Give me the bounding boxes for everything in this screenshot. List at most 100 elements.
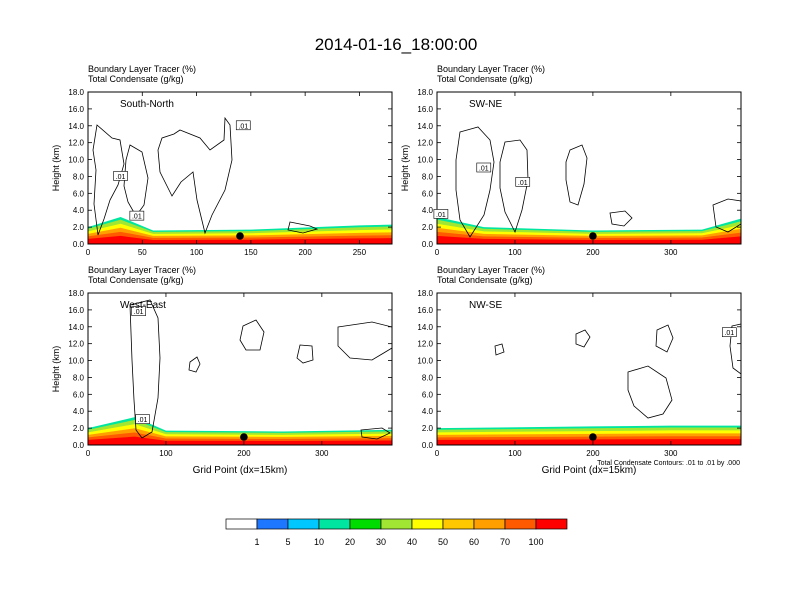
y-tick-label: 18.0 bbox=[68, 289, 84, 298]
y-tick-label: 16.0 bbox=[417, 105, 433, 114]
panel-header-line: Total Condensate (g/kg) bbox=[437, 275, 533, 285]
y-tick-label: 10.0 bbox=[417, 357, 433, 366]
y-tick-label: 0.0 bbox=[422, 240, 434, 249]
x-tick-label: 200 bbox=[237, 449, 251, 458]
y-tick-label: 14.0 bbox=[68, 122, 84, 131]
condensate-contour bbox=[188, 356, 201, 373]
y-axis-label: Height (km) bbox=[400, 145, 410, 192]
contour-label: .01 bbox=[724, 330, 734, 337]
condensate-contour bbox=[337, 321, 393, 361]
x-axis-label: Grid Point (dx=15km) bbox=[542, 465, 637, 476]
contour-label-box bbox=[113, 171, 128, 181]
colorbar-label: 20 bbox=[345, 537, 355, 547]
contour-footnote: Total Condensate Contours: .01 to .01 by… bbox=[597, 460, 740, 467]
x-tick-label: 50 bbox=[138, 248, 147, 257]
condensate-contour bbox=[627, 365, 673, 419]
y-tick-label: 0.0 bbox=[73, 441, 85, 450]
plot-area bbox=[437, 293, 741, 445]
location-marker bbox=[589, 232, 597, 240]
tracer-layer bbox=[88, 436, 392, 445]
panel-nw-se: Boundary Layer Tracer (%)Total Condensat… bbox=[417, 265, 742, 476]
colorbar-swatch bbox=[380, 518, 413, 530]
y-tick-label: 4.0 bbox=[73, 206, 85, 215]
contour-label-box bbox=[131, 306, 146, 316]
axes-frame bbox=[87, 91, 393, 245]
colorbar-label: 5 bbox=[285, 537, 290, 547]
tracer-layer bbox=[437, 235, 741, 244]
y-tick-label: 4.0 bbox=[422, 206, 434, 215]
contour-label: .01 bbox=[134, 309, 144, 316]
colorbar-swatch bbox=[411, 518, 444, 530]
contour-label-box bbox=[722, 327, 737, 337]
y-tick-label: 12.0 bbox=[417, 139, 433, 148]
y-tick-label: 14.0 bbox=[417, 122, 433, 131]
panel-label: South-North bbox=[120, 99, 174, 110]
y-tick-label: 6.0 bbox=[73, 189, 85, 198]
condensate-contour bbox=[455, 126, 495, 238]
condensate-contour bbox=[494, 343, 505, 356]
y-tick-label: 14.0 bbox=[68, 323, 84, 332]
condensate-contour bbox=[565, 144, 588, 206]
x-tick-label: 300 bbox=[315, 449, 329, 458]
y-tick-label: 18.0 bbox=[417, 289, 433, 298]
plot-area bbox=[88, 92, 392, 244]
contour-label: .01 bbox=[238, 123, 248, 130]
x-tick-label: 100 bbox=[508, 449, 522, 458]
panel-west-east: Boundary Layer Tracer (%)Total Condensat… bbox=[51, 265, 393, 476]
y-tick-label: 10.0 bbox=[417, 156, 433, 165]
condensate-contour bbox=[129, 299, 161, 439]
panel-header-line: Boundary Layer Tracer (%) bbox=[88, 64, 196, 74]
y-tick-label: 8.0 bbox=[73, 373, 85, 382]
location-marker bbox=[240, 433, 248, 441]
axes-frame bbox=[436, 292, 742, 446]
colorbar-label: 40 bbox=[407, 537, 417, 547]
panel-label: West-East bbox=[120, 300, 166, 311]
x-tick-label: 0 bbox=[435, 449, 440, 458]
y-tick-label: 16.0 bbox=[68, 105, 84, 114]
condensate-contour bbox=[92, 124, 125, 236]
y-tick-label: 6.0 bbox=[422, 189, 434, 198]
figure-title: 2014-01-16_18:00:00 bbox=[315, 35, 478, 54]
y-tick-label: 12.0 bbox=[68, 139, 84, 148]
panel-south-north: Boundary Layer Tracer (%)Total Condensat… bbox=[51, 64, 393, 257]
condensate-contour bbox=[655, 324, 674, 353]
colorbar-swatch bbox=[287, 518, 320, 530]
x-tick-label: 100 bbox=[159, 449, 173, 458]
y-tick-label: 2.0 bbox=[422, 424, 434, 433]
x-axis-label: Grid Point (dx=15km) bbox=[193, 465, 288, 476]
contour-label: .01 bbox=[138, 417, 148, 424]
contour-label: .01 bbox=[518, 180, 528, 187]
axes-frame bbox=[436, 91, 742, 245]
contour-label: .01 bbox=[116, 174, 126, 181]
colorbar-swatch bbox=[473, 518, 506, 530]
x-tick-label: 200 bbox=[298, 248, 312, 257]
y-tick-label: 10.0 bbox=[68, 156, 84, 165]
y-tick-label: 4.0 bbox=[422, 407, 434, 416]
contour-label-box bbox=[235, 120, 251, 131]
axes-frame bbox=[87, 292, 393, 446]
y-tick-label: 2.0 bbox=[73, 223, 85, 232]
y-tick-label: 8.0 bbox=[422, 172, 434, 181]
y-tick-label: 2.0 bbox=[422, 223, 434, 232]
panel-sw-ne: Boundary Layer Tracer (%)Total Condensat… bbox=[400, 64, 742, 257]
panel-header-line: Total Condensate (g/kg) bbox=[437, 74, 533, 84]
x-tick-label: 300 bbox=[664, 449, 678, 458]
y-tick-label: 16.0 bbox=[417, 306, 433, 315]
tracer-layer bbox=[437, 439, 741, 445]
x-tick-label: 200 bbox=[586, 248, 600, 257]
y-axis-label: Height (km) bbox=[51, 346, 61, 393]
condensate-contour bbox=[296, 344, 314, 364]
colorbar-swatch bbox=[535, 518, 568, 530]
panel-header-line: Boundary Layer Tracer (%) bbox=[88, 265, 196, 275]
colorbar: 1 5 10 20 30 40 50 60 70 100 bbox=[225, 518, 568, 547]
tracer-layer bbox=[88, 235, 392, 244]
contour-label-box bbox=[433, 209, 449, 219]
colorbar-label: 100 bbox=[528, 537, 543, 547]
colorbar-swatch bbox=[504, 518, 537, 530]
panel-header-line: Boundary Layer Tracer (%) bbox=[437, 64, 545, 74]
y-tick-label: 12.0 bbox=[417, 340, 433, 349]
condensate-contour bbox=[499, 139, 529, 234]
contour-label: .01 bbox=[436, 212, 446, 219]
panels: Boundary Layer Tracer (%)Total Condensat… bbox=[51, 64, 742, 476]
x-tick-label: 0 bbox=[86, 248, 91, 257]
